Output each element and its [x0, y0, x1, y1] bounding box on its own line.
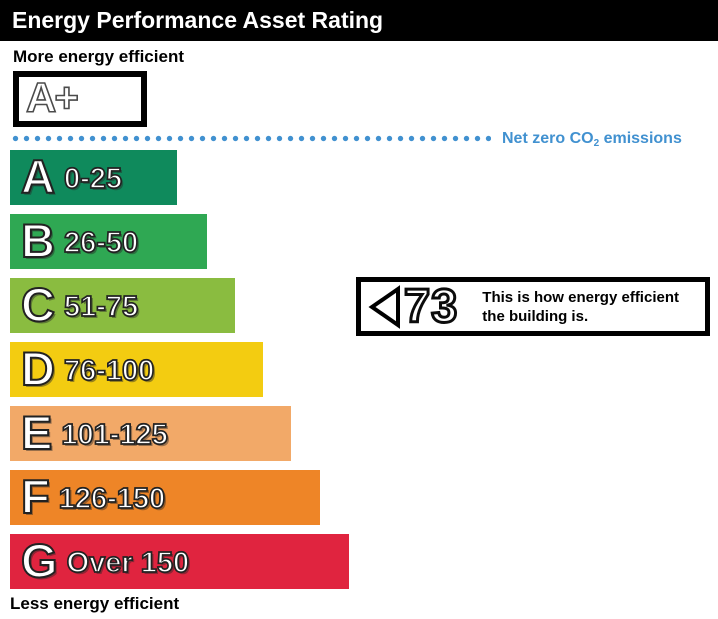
band-c: C 51-75 — [10, 278, 235, 333]
net-zero-prefix: Net zero CO — [502, 130, 594, 147]
band-b: B 26-50 — [10, 214, 207, 269]
band-letter: B — [20, 213, 56, 267]
band-range: Over 150 — [66, 546, 190, 579]
band-d: D 76-100 — [10, 342, 263, 397]
band-letter: F — [20, 469, 51, 523]
band-range: 126-150 — [58, 482, 166, 515]
left-arrow-icon — [368, 284, 400, 329]
page-title: Energy Performance Asset Rating — [12, 7, 384, 33]
rating-description-line1: This is how energy efficient — [482, 288, 679, 306]
band-range: 101-125 — [61, 418, 169, 451]
net-zero-suffix: emissions — [599, 130, 682, 147]
rating-description-line2: the building is. — [482, 307, 589, 325]
band-letter: E — [20, 405, 53, 459]
more-efficient-label: More energy efficient — [13, 47, 184, 66]
a-plus-rating-box: A+ — [13, 71, 147, 127]
band-range: 0-25 — [63, 162, 123, 195]
band-g: G Over 150 — [10, 534, 349, 589]
rating-indicator-box: 73 This is how energy efficient the buil… — [356, 277, 710, 336]
band-letter: A — [20, 149, 56, 203]
header-bar: Energy Performance Asset Rating — [0, 0, 718, 41]
rating-description: This is how energy efficient the buildin… — [482, 288, 679, 326]
band-letter: D — [20, 341, 56, 395]
band-e: E 101-125 — [10, 406, 291, 461]
a-plus-label: A+ — [25, 74, 79, 121]
net-zero-label: Net zero CO2 emissions — [502, 130, 682, 149]
rating-value: 73 — [402, 279, 459, 332]
band-letter: G — [20, 533, 59, 587]
less-efficient-label: Less energy efficient — [10, 594, 180, 613]
band-range: 51-75 — [63, 290, 139, 323]
band-range: 26-50 — [63, 226, 139, 259]
net-zero-dotted-line — [10, 135, 491, 142]
band-f: F 126-150 — [10, 470, 320, 525]
band-letter: C — [20, 277, 56, 331]
net-zero-subscript: 2 — [593, 138, 600, 149]
band-a: A 0-25 — [10, 150, 177, 205]
band-range: 76-100 — [63, 354, 155, 387]
